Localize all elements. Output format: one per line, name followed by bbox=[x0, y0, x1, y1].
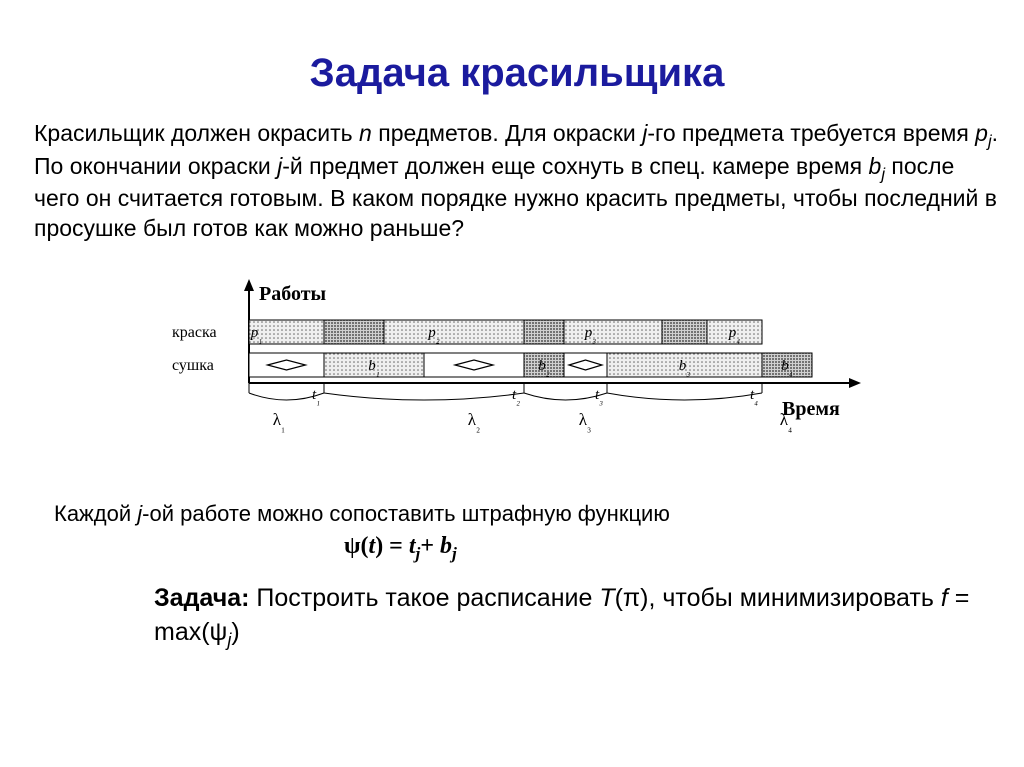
svg-text:Время: Время bbox=[782, 398, 840, 420]
svg-text:λ₁: λ₁ bbox=[273, 410, 285, 433]
svg-text:сушка: сушка bbox=[172, 357, 214, 374]
page-title: Задача красильщика bbox=[34, 51, 1000, 96]
svg-text:краска: краска bbox=[172, 324, 217, 341]
intro-paragraph: Красильщик должен окрасить n предметов. … bbox=[34, 119, 1000, 243]
svg-text:t₄: t₄ bbox=[750, 387, 758, 406]
svg-text:t₃: t₃ bbox=[595, 387, 603, 406]
task-statement: Задача: Построить такое расписание T(π),… bbox=[154, 582, 1000, 652]
svg-text:t₁: t₁ bbox=[312, 387, 320, 406]
svg-text:λ₃: λ₃ bbox=[579, 410, 591, 433]
diagram-container: РаботыВремякраскасушкаp₁p₂p₃p₄b₁b₂b₃b₄t₁… bbox=[34, 265, 1000, 475]
svg-text:t₂: t₂ bbox=[512, 387, 520, 406]
gantt-svg: РаботыВремякраскасушкаp₁p₂p₃p₄b₁b₂b₃b₄t₁… bbox=[157, 265, 877, 475]
svg-text:λ₂: λ₂ bbox=[468, 410, 480, 433]
svg-text:Работы: Работы bbox=[259, 283, 327, 305]
gantt-diagram: РаботыВремякраскасушкаp₁p₂p₃p₄b₁b₂b₃b₄t₁… bbox=[157, 265, 877, 475]
penalty-function-line: Каждой j-ой работе можно сопоставить штр… bbox=[54, 501, 1000, 527]
penalty-formula: ψ(t) = tj+ bj bbox=[344, 533, 1000, 564]
